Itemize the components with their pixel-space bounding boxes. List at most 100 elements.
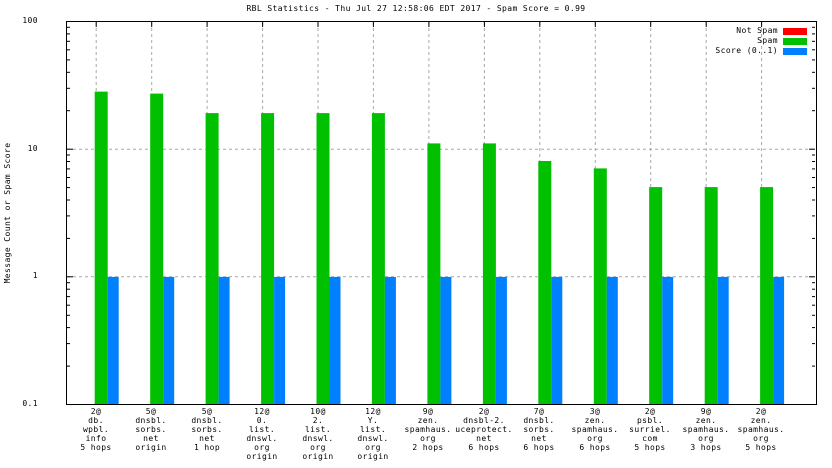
x-label-line: net [531, 434, 547, 443]
x-label-line: 5 hops [634, 443, 666, 452]
x-label-line: spamhaus. [571, 425, 619, 434]
x-label-line: Y. [367, 416, 379, 425]
x-label-line: sorbs. [135, 425, 167, 434]
x-label-line: 2@ [90, 407, 102, 416]
x-label-line: net [476, 434, 492, 443]
legend-row: Score (0..1) [715, 46, 807, 56]
plot-area [66, 21, 817, 405]
x-label-line: org [587, 434, 603, 443]
plot-border [66, 21, 817, 405]
x-label-line: info [85, 434, 107, 443]
x-label-line: dnswl. [357, 434, 389, 443]
x-label-line: spamhaus. [737, 425, 785, 434]
x-category-label: 5@ dnsbl. sorbs. net 1 hop [162, 407, 252, 452]
bar-spam [205, 113, 219, 404]
x-label-line: 6 hops [523, 443, 555, 452]
chart-title: RBL Statistics - Thu Jul 27 12:58:06 EDT… [246, 4, 586, 13]
x-label-line: origin [357, 452, 389, 461]
x-label-line: psbl. [636, 416, 664, 425]
x-label-line: zen. [417, 416, 439, 425]
x-label-line: 3 hops [690, 443, 722, 452]
x-label-line: org [254, 443, 270, 452]
x-label-line: org [753, 434, 769, 443]
x-label-line: dnswl. [302, 434, 334, 443]
x-label-line: 6 hops [579, 443, 611, 452]
x-label-line: 5@ [145, 407, 157, 416]
bar-score-0-1- [662, 276, 674, 404]
x-label-line: 2@ [755, 407, 767, 416]
x-label-line: org [365, 443, 381, 452]
x-label-line: 6 hops [468, 443, 500, 452]
bar-score-0-1- [551, 276, 563, 404]
bar-score-0-1- [163, 276, 175, 404]
x-label-line: net [199, 434, 215, 443]
x-label-line: zen. [584, 416, 606, 425]
x-label-line: sorbs. [191, 425, 223, 434]
x-label-line: org [698, 434, 714, 443]
x-label-line: 9@ [422, 407, 434, 416]
x-label-line: 9@ [700, 407, 712, 416]
legend-row: Spam [715, 36, 807, 46]
x-label-line: zen. [695, 416, 717, 425]
x-label-line: com [642, 434, 658, 443]
bar-spam [316, 113, 330, 404]
y-tick-label: 10 [27, 144, 38, 153]
bar-score-0-1- [218, 276, 230, 404]
bar-score-0-1- [107, 276, 119, 404]
x-category-label: 12@ 0. list. dnswl. org origin [217, 407, 307, 461]
x-label-line: sorbs. [523, 425, 555, 434]
bar-spam [94, 91, 108, 404]
bar-spam [704, 187, 718, 404]
legend-label: Score (0..1) [715, 46, 778, 55]
legend-swatch [783, 37, 807, 45]
bar-spam [427, 143, 441, 404]
x-label-line: 5 hops [80, 443, 112, 452]
x-category-label: 10@ 2. list. dnswl. org origin [273, 407, 363, 461]
bar-score-0-1- [773, 276, 785, 404]
x-label-line: zen. [750, 416, 772, 425]
bar-spam [261, 113, 275, 404]
x-label-line: 5 hops [745, 443, 777, 452]
x-label-line: 12@ [365, 407, 381, 416]
x-category-label: 12@ Y. list. dnswl. org origin [328, 407, 418, 461]
bar-score-0-1- [384, 276, 396, 404]
bar-spam [371, 113, 385, 404]
x-label-line: list. [359, 425, 387, 434]
legend-label: Not Spam [736, 26, 778, 35]
x-label-line: spamhaus. [404, 425, 452, 434]
x-category-label: 3@ zen. spamhaus. org 6 hops [550, 407, 640, 452]
bar-score-0-1- [329, 276, 341, 404]
x-label-line: dnsbl. [191, 416, 223, 425]
x-label-line: org [420, 434, 436, 443]
x-label-line: 3@ [589, 407, 601, 416]
bar-spam [538, 161, 552, 404]
legend-swatch [783, 27, 807, 35]
plot-svg [66, 21, 817, 405]
x-category-label: 2@ dnsbl-2. uceprotect. net 6 hops [439, 407, 529, 452]
x-label-line: 2 hops [412, 443, 444, 452]
x-label-line: surriel. [629, 425, 671, 434]
x-label-line: uceprotect. [455, 425, 513, 434]
x-category-label: 9@ zen. spamhaus. org 2 hops [383, 407, 473, 452]
x-label-line: origin [135, 443, 167, 452]
legend-swatch [783, 47, 807, 55]
x-label-line: 10@ [310, 407, 326, 416]
x-label-line: origin [246, 452, 278, 461]
x-label-line: 0. [256, 416, 268, 425]
x-category-label: 7@ dnsbl. sorbs. net 6 hops [494, 407, 584, 452]
bar-spam [482, 143, 496, 404]
x-label-line: 5@ [201, 407, 213, 416]
bar-score-0-1- [717, 276, 729, 404]
x-label-line: wpbl. [82, 425, 110, 434]
x-label-line: spamhaus. [682, 425, 730, 434]
bar-score-0-1- [495, 276, 507, 404]
x-label-line: org [310, 443, 326, 452]
x-label-line: dnsbl. [523, 416, 555, 425]
bar-spam [150, 93, 164, 404]
x-category-label: 9@ zen. spamhaus. org 3 hops [661, 407, 751, 452]
x-label-line: dnsbl. [135, 416, 167, 425]
bar-spam [649, 187, 663, 404]
bar-spam [593, 168, 607, 404]
x-label-line: dnsbl-2. [463, 416, 505, 425]
